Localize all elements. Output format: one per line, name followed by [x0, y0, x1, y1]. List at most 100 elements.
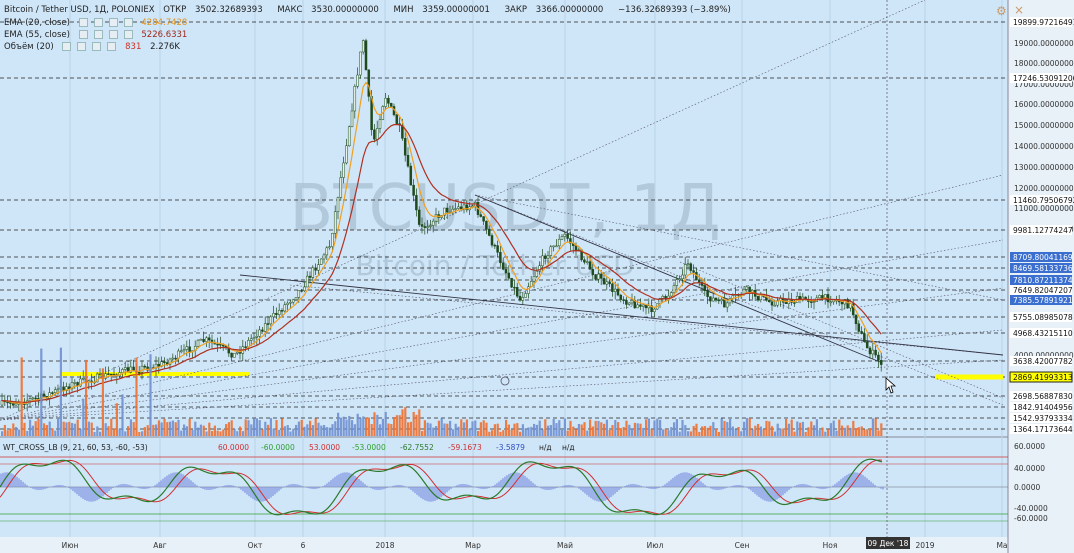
osc-hist-bar [306, 487, 308, 488]
candle-body [375, 128, 379, 140]
osc-hist-bar [280, 487, 282, 490]
osc-hist-bar [332, 478, 334, 487]
ema55-row[interactable]: EMA (55, close) 5226.6331 [4, 30, 193, 40]
volume-bar [264, 421, 267, 436]
settings-box-icon[interactable] [92, 42, 102, 51]
close-value: 3366.00000000 [535, 5, 604, 15]
osc-hist-bar [598, 487, 600, 502]
volume-bar [113, 428, 116, 436]
volume-bar [177, 419, 180, 436]
settings-box-icon[interactable] [93, 18, 103, 27]
candle-body [275, 312, 278, 315]
settings-box-icon[interactable] [123, 18, 133, 27]
osc-hist-bar [314, 487, 316, 490]
osc-hist-bar [572, 485, 574, 487]
volume-bar [17, 429, 20, 436]
candle-body [574, 245, 578, 252]
volume-bar [437, 420, 440, 436]
volume-bar [174, 422, 177, 436]
osc-hist-bar [142, 487, 144, 490]
settings-box-icon[interactable] [108, 30, 118, 39]
settings-box-icon[interactable] [108, 18, 118, 27]
candle-body [81, 377, 85, 380]
volume-bar [20, 357, 23, 436]
osc-hist-bar [496, 483, 498, 487]
candle-body [541, 255, 544, 267]
candle-body [566, 233, 569, 239]
osc-hist-bar [364, 484, 366, 487]
candle-body [356, 74, 359, 87]
osc-hist-bar [168, 474, 170, 487]
volume-bar [502, 430, 505, 436]
settings-box-icon[interactable] [62, 42, 72, 51]
osc-hist-bar [564, 485, 566, 487]
volume-row[interactable]: Объём (20) 831 2.276K [4, 42, 186, 52]
osc-hist-bar [424, 487, 426, 501]
candle-body [249, 338, 253, 341]
volume-bar [409, 421, 412, 436]
volume-bar [538, 420, 541, 436]
osc-hist-bar [874, 484, 876, 487]
osc-hist-bar [476, 487, 478, 488]
osc-hist-bar [712, 487, 714, 490]
settings-box-icon[interactable] [78, 18, 88, 27]
osc-hist-bar [784, 487, 786, 494]
gear-icon[interactable]: ⚙ [996, 4, 1007, 18]
volume-bar [222, 429, 225, 436]
price-tick-label: 12000.00000000 [1014, 184, 1074, 193]
volume-bar [317, 422, 320, 436]
volume-bar [821, 427, 824, 436]
osc-hist-bar [824, 487, 826, 489]
osc-hist-bar [288, 484, 290, 487]
symbol-title[interactable]: Bitcoin / Tether USD, 1Д, POLONIEX [4, 5, 155, 15]
osc-hist-bar [200, 487, 202, 489]
osc-hist-bar [636, 484, 638, 487]
price-level-label: 8469.58133736 [1013, 264, 1073, 273]
osc-hist-bar [500, 479, 502, 487]
osc-hist-bar [772, 487, 774, 502]
volume-bar [281, 418, 284, 436]
candle-body [65, 386, 68, 391]
volume-bar [871, 418, 874, 436]
osc-hist-bar [108, 487, 110, 492]
close-icon[interactable]: × [1013, 3, 1024, 17]
volume-bar [9, 428, 12, 436]
osc-hist-bar [52, 486, 54, 487]
volume-bar [398, 415, 401, 436]
price-level-label: 7649.82047207 [1013, 286, 1073, 295]
settings-box-icon[interactable] [107, 42, 117, 51]
volume-bar [87, 421, 90, 436]
osc-hist-bar [678, 473, 680, 487]
price-tick-label: 17000.00000000 [1014, 80, 1074, 89]
settings-box-icon[interactable] [77, 42, 87, 51]
volume-bar [370, 424, 373, 436]
volume-bar [877, 430, 880, 436]
volume-bar [748, 418, 751, 436]
candle-body [871, 349, 875, 355]
osc-hist-bar [486, 487, 488, 489]
settings-box-icon[interactable] [78, 30, 88, 39]
volume-bar [645, 419, 648, 436]
volume-bar [460, 419, 463, 436]
volume-bar [432, 427, 435, 436]
osc-hist-bar [140, 487, 142, 489]
candle-body [291, 299, 295, 303]
oscillator-value: -3.5879 [496, 443, 525, 452]
osc-hist-bar [506, 475, 508, 487]
osc-hist-bar [804, 484, 806, 487]
volume-bar [342, 416, 345, 436]
osc-hist-bar [808, 485, 810, 487]
candle-body [289, 301, 292, 304]
settings-box-icon[interactable] [93, 30, 103, 39]
price-level-label: 2869.41993313 [1013, 373, 1073, 382]
candle-body [336, 197, 340, 213]
osc-hist-bar [158, 482, 160, 487]
ema20-row[interactable]: EMA (20, close) 4284.7428 [4, 18, 193, 28]
candle-body [669, 292, 673, 297]
osc-hist-bar [214, 487, 216, 489]
candle-body [79, 378, 82, 387]
volume-bar [860, 426, 863, 436]
settings-box-icon[interactable] [123, 30, 133, 39]
volume-bar [482, 420, 485, 436]
